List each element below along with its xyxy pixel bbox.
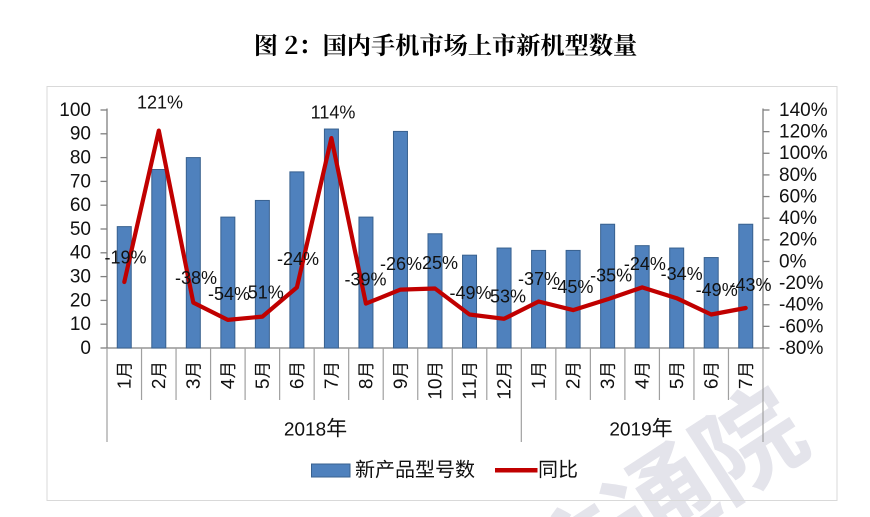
svg-text:0: 0 <box>80 338 91 359</box>
svg-text:20: 20 <box>70 290 91 311</box>
svg-text:-60%: -60% <box>779 316 823 337</box>
svg-text:25%: 25% <box>422 253 458 273</box>
svg-text:-49%: -49% <box>449 283 491 303</box>
svg-text:-34%: -34% <box>661 264 703 284</box>
svg-text:-20%: -20% <box>779 273 823 294</box>
svg-text:0%: 0% <box>779 251 807 272</box>
svg-text:50: 50 <box>70 219 91 240</box>
svg-text:-37%: -37% <box>518 269 560 289</box>
svg-text:-43%: -43% <box>729 275 771 295</box>
svg-text:-35%: -35% <box>590 266 632 286</box>
svg-text:-40%: -40% <box>779 295 823 316</box>
svg-text:-49%: -49% <box>696 280 738 300</box>
svg-text:-24%: -24% <box>277 249 319 269</box>
svg-text:80%: 80% <box>779 165 817 186</box>
svg-text:121%: 121% <box>137 92 183 112</box>
svg-text:60: 60 <box>70 195 91 216</box>
svg-text:80: 80 <box>70 148 91 169</box>
svg-text:140%: 140% <box>779 100 828 121</box>
svg-text:20%: 20% <box>779 230 817 251</box>
svg-text:-26%: -26% <box>380 254 422 274</box>
svg-text:100%: 100% <box>779 143 828 164</box>
svg-text:53%: 53% <box>490 286 526 306</box>
svg-text:40%: 40% <box>779 208 817 229</box>
svg-text:120%: 120% <box>779 122 828 143</box>
svg-text:-80%: -80% <box>779 338 823 359</box>
svg-text:60%: 60% <box>779 186 817 207</box>
svg-text:70: 70 <box>70 171 91 192</box>
svg-text:90: 90 <box>70 124 91 145</box>
svg-text:114%: 114% <box>311 102 356 122</box>
svg-text:10: 10 <box>70 314 91 335</box>
svg-text:-19%: -19% <box>104 247 146 267</box>
svg-text:51%: 51% <box>248 282 284 302</box>
svg-text:-54%: -54% <box>208 284 250 304</box>
svg-text:-39%: -39% <box>344 269 386 289</box>
svg-text:-24%: -24% <box>624 254 666 274</box>
svg-text:40: 40 <box>70 243 91 264</box>
svg-text:-45%: -45% <box>551 277 593 297</box>
svg-text:30: 30 <box>70 267 91 288</box>
svg-text:100: 100 <box>59 100 91 121</box>
svg-text:-38%: -38% <box>175 268 217 288</box>
